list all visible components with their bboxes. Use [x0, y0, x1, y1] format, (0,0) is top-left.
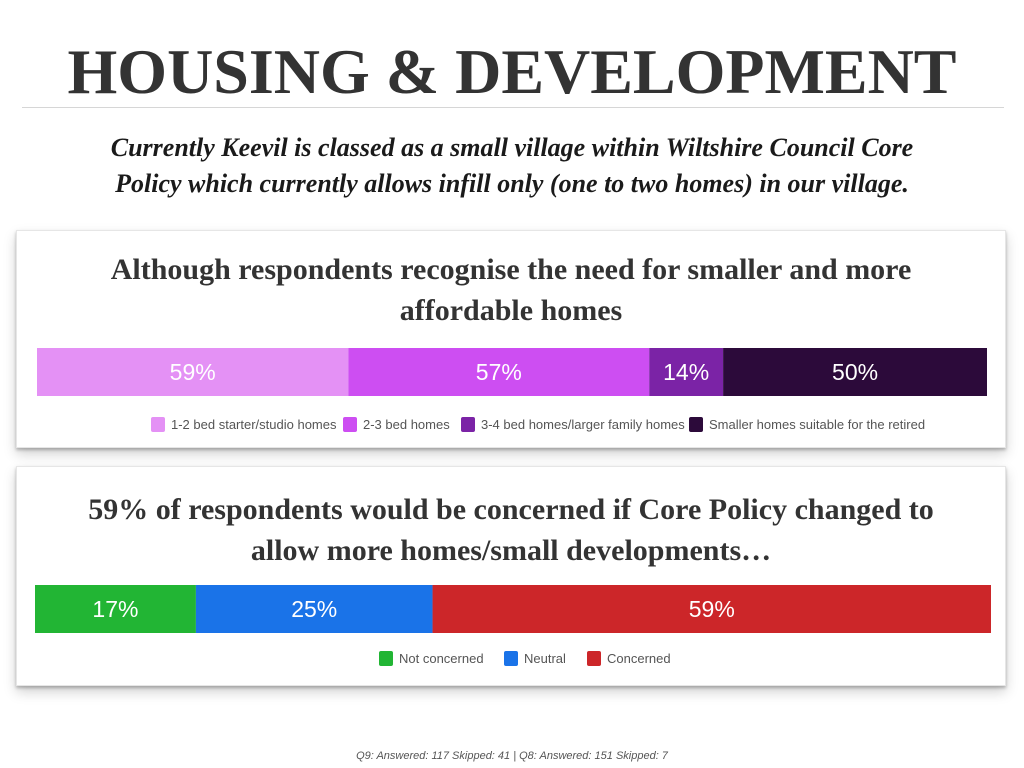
bar-data-label-1: 25%: [291, 596, 337, 622]
legend-swatch-2: [461, 417, 475, 432]
page-subtitle: Currently Keevil is classed as a small v…: [20, 130, 1004, 202]
footnote: Q9: Answered: 117 Skipped: 41 | Q8: Answ…: [356, 750, 668, 762]
subtitle-line-1: Currently Keevil is classed as a small v…: [110, 133, 914, 162]
legend-label-2: Concerned: [607, 651, 671, 666]
chart-title-home-types: Although respondents recognise the need …: [17, 249, 1005, 331]
legend-swatch-3: [689, 417, 703, 432]
bar-segment-0: [35, 585, 196, 633]
legend-label-0: 1-2 bed starter/studio homes: [171, 417, 337, 432]
stacked-bar-chart-concern: 17% Not concerned 25% Neutral 59% Concerned: [35, 585, 991, 666]
legend-swatch-1: [343, 417, 357, 432]
title-divider: [22, 107, 1004, 108]
stacked-bar-chart-home-types: 59% 1-2 bed starter/studio homes 57% 2-3 be…: [37, 348, 987, 432]
chart-card-concern: 59% of respondents would be concerned if…: [16, 466, 1006, 686]
chart-title-line-2: affordable homes: [399, 294, 623, 327]
legend-label-0: Not concerned: [399, 651, 484, 666]
chart-card-home-types: Although respondents recognise the need …: [16, 230, 1006, 448]
chart-title-line-1: 59% of respondents would be concerned if…: [88, 493, 934, 526]
bar-segment-3: [723, 348, 987, 396]
legend-label-2: 3-4 bed homes/larger family homes: [481, 417, 685, 432]
bar-segment-2: [432, 585, 991, 633]
legend-swatch-0: [151, 417, 165, 432]
page-title: HOUSING & DEVELOPMENT: [67, 36, 957, 107]
bar-segment-1: [195, 585, 433, 633]
bar-data-label-0: 59%: [170, 359, 216, 385]
bar-data-label-1: 57%: [476, 359, 522, 385]
bar-data-label-2: 59%: [689, 596, 735, 622]
chart-title-line-1: Although respondents recognise the need …: [110, 253, 912, 286]
legend-swatch-0: [379, 651, 393, 666]
bar-segment-2: [649, 348, 724, 396]
bar-segment-1: [348, 348, 650, 396]
legend-label-3: Smaller homes suitable for the retired: [709, 417, 925, 432]
subtitle-line-2: Policy which currently allows infill onl…: [115, 169, 909, 198]
bar-data-label-3: 50%: [832, 359, 878, 385]
legend-label-1: Neutral: [524, 651, 566, 666]
legend-swatch-1: [504, 651, 518, 666]
bar-data-label-2: 14%: [663, 359, 709, 385]
chart-title-concern: 59% of respondents would be concerned if…: [17, 489, 1005, 571]
chart-title-line-2: allow more homes/small developments…: [250, 534, 772, 567]
legend-swatch-2: [587, 651, 601, 666]
bar-segment-0: [37, 348, 349, 396]
bar-data-label-0: 17%: [92, 596, 138, 622]
legend-label-1: 2-3 bed homes: [363, 417, 450, 432]
